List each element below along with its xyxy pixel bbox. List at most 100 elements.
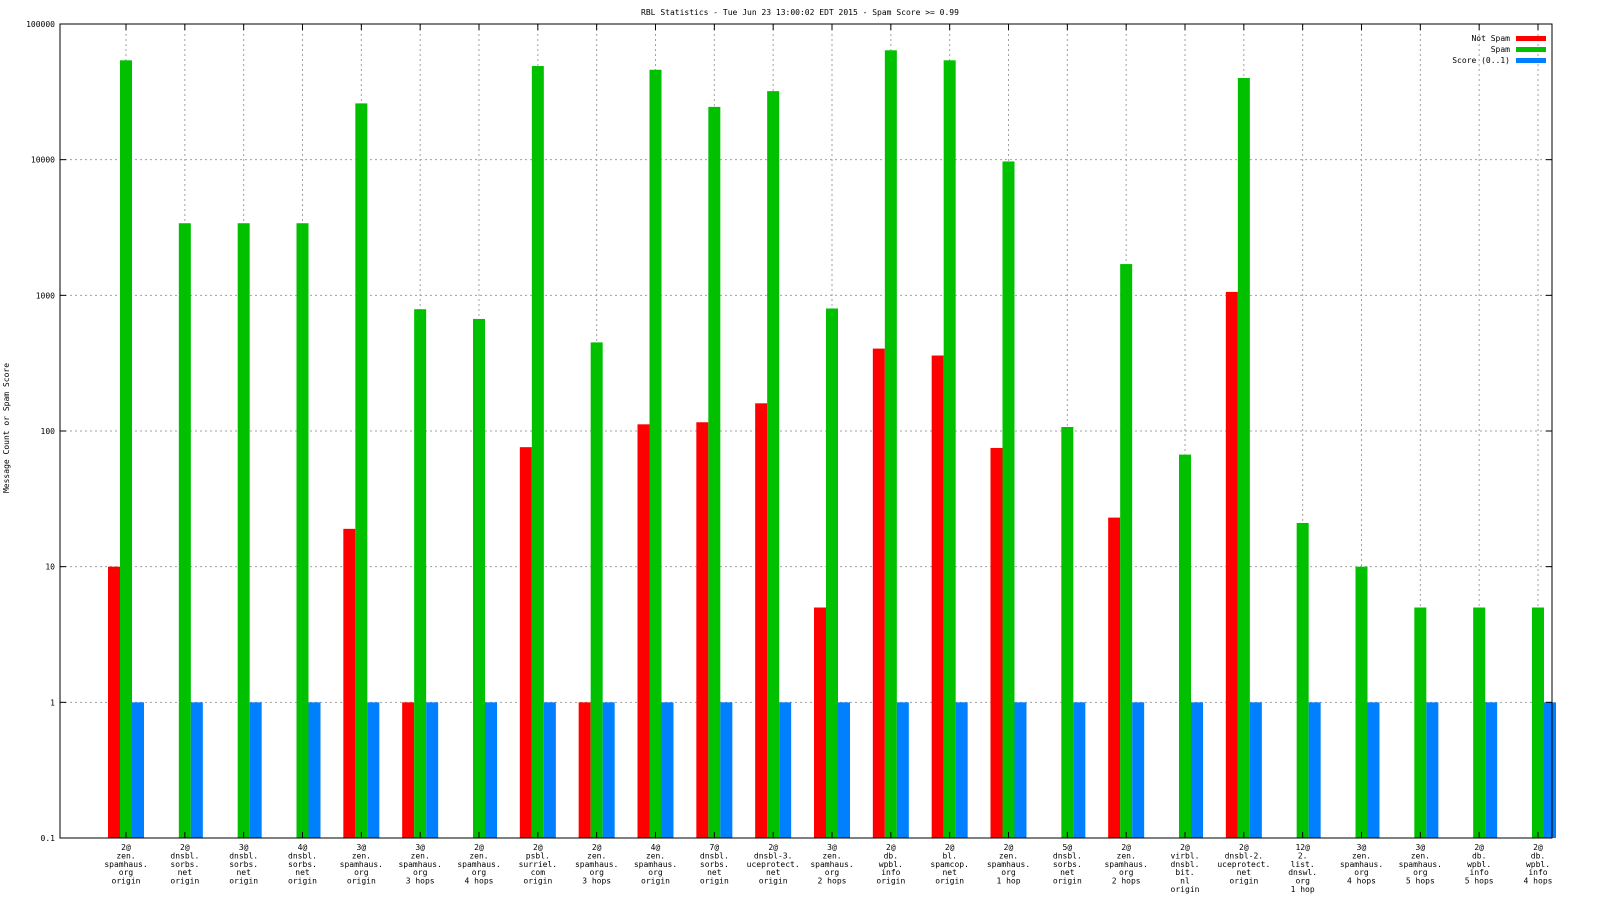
y-tick-label: 100000 <box>26 20 55 29</box>
bar-score-0-1 <box>1485 702 1498 838</box>
bar-spam <box>355 103 368 839</box>
bar-score-0-1 <box>1544 702 1556 838</box>
bar-not-spam <box>931 355 944 838</box>
legend-swatch <box>1516 36 1546 41</box>
bar-score-0-1 <box>1367 702 1380 838</box>
bar-spam <box>943 60 956 839</box>
bar-spam <box>1061 427 1074 838</box>
bar-score-0-1 <box>367 702 380 838</box>
x-tick-label: 2@ db. wpbl. info 5 hops <box>1465 843 1494 886</box>
x-tick-label: 2@ virbl. dnsbl. bit. nl origin <box>1171 843 1200 894</box>
bar-spam <box>708 106 721 838</box>
bar-score-0-1 <box>485 702 497 838</box>
legend: Not Spam Spam Score (0..1) <box>1452 34 1546 65</box>
bar-not-spam <box>637 424 650 838</box>
bar-not-spam <box>872 348 885 838</box>
y-axis-label: Message Count or Spam Score <box>2 363 11 493</box>
bar-spam <box>1296 522 1309 838</box>
chart-title: RBL Statistics - Tue Jun 23 13:00:02 EDT… <box>641 8 959 17</box>
x-tick-label: 12@ 2. list. dnswl. org 1 hop <box>1288 843 1317 894</box>
x-tick-label: 2@ zen. spamhaus. org origin <box>104 843 147 886</box>
x-tick-label: 2@ dnsbl-2. uceprotect. net origin <box>1217 843 1270 886</box>
bar-score-0-1 <box>1249 702 1262 838</box>
bar-spam <box>531 66 544 838</box>
bar-spam <box>649 69 662 839</box>
bar-score-0-1 <box>779 702 792 838</box>
x-tick-label: 2@ psbl. surriel. com origin <box>519 843 558 886</box>
x-tick-label: 2@ bl. spamcop. net origin <box>930 843 969 886</box>
bar-score-0-1 <box>249 702 262 838</box>
bar-spam <box>767 91 780 839</box>
bar-not-spam <box>519 447 532 838</box>
x-tick-label: 3@ dnsbl. sorbs. net origin <box>229 843 258 886</box>
x-tick-label: 3@ zen. spamhaus. org origin <box>340 843 383 886</box>
x-tick-label: 7@ dnsbl. sorbs. net origin <box>700 843 729 886</box>
bar-score-0-1 <box>1191 702 1203 838</box>
bar-score-0-1 <box>602 702 615 838</box>
x-tick-label: 4@ dnsbl. sorbs. net origin <box>288 843 317 886</box>
bar-spam <box>884 50 897 838</box>
legend-label: Score (0..1) <box>1452 56 1510 65</box>
y-tick-label: 1000 <box>36 291 55 300</box>
bar-spam <box>1237 77 1250 839</box>
x-tick-label: 2@ zen. spamhaus. org 1 hop <box>987 843 1030 886</box>
y-tick-label: 1 <box>50 698 55 707</box>
x-tick-label: 2@ db. wpbl. info origin <box>876 843 905 886</box>
bar-not-spam <box>108 566 120 838</box>
x-tick-label: 3@ zen. spamhaus. org 4 hops <box>1340 843 1383 886</box>
gridlines <box>60 24 1552 838</box>
bar-not-spam <box>1225 291 1238 839</box>
bar-spam <box>1120 264 1133 838</box>
bar-spam <box>826 308 838 838</box>
bar-score-0-1 <box>1132 702 1145 838</box>
bar-score-0-1 <box>1426 702 1439 838</box>
y-tick-label: 0.1 <box>41 834 56 843</box>
bar-score-0-1 <box>1073 702 1086 838</box>
bars <box>108 50 1556 839</box>
bar-spam <box>1002 161 1015 838</box>
x-tick-label: 4@ zen. spamhaus. org origin <box>634 843 677 886</box>
legend-label: Not Spam <box>1471 34 1510 43</box>
bar-spam <box>237 223 250 838</box>
bar-score-0-1 <box>543 702 556 838</box>
bar-not-spam <box>578 702 591 838</box>
x-tick-label: 2@ db. wpbl. info 4 hops <box>1524 843 1553 886</box>
x-tick-label: 2@ dnsbl-3. uceprotect. net origin <box>747 843 800 886</box>
bar-score-0-1 <box>1308 702 1321 838</box>
bar-score-0-1 <box>190 702 203 838</box>
x-tick-label: 5@ dnsbl. sorbs. net origin <box>1053 843 1082 886</box>
bar-spam <box>590 342 603 838</box>
legend-swatch <box>1516 47 1546 52</box>
y-tick-labels: 0.1 1 10 100 1000 10000 100000 <box>26 20 1552 843</box>
bar-spam <box>414 309 427 838</box>
bar-not-spam <box>755 403 768 838</box>
bar-score-0-1 <box>838 702 850 838</box>
bar-not-spam <box>990 447 1003 838</box>
bar-score-0-1 <box>955 702 968 838</box>
bar-score-0-1 <box>896 702 909 838</box>
bar-score-0-1 <box>1014 702 1027 838</box>
bar-not-spam <box>814 607 826 838</box>
x-tick-label: 3@ zen. spamhaus. org 2 hops <box>810 843 853 886</box>
bar-not-spam <box>696 422 709 838</box>
bar-spam <box>1473 607 1486 838</box>
x-tick-label: 2@ zen. spamhaus. org 3 hops <box>575 843 618 886</box>
bar-not-spam <box>1108 517 1121 838</box>
bar-score-0-1 <box>661 702 674 838</box>
x-tick-label: 3@ zen. spamhaus. org 3 hops <box>398 843 441 886</box>
legend-label: Spam <box>1491 45 1510 54</box>
x-tick-labels: 2@ zen. spamhaus. org origin 2@ dnsbl. sorbs. ne… <box>104 24 1553 894</box>
bar-spam <box>120 60 132 839</box>
bar-spam <box>296 223 309 838</box>
y-tick-label: 100 <box>41 427 56 436</box>
bar-spam <box>473 318 485 838</box>
y-tick-label: 10 <box>45 563 55 572</box>
legend-swatch <box>1516 58 1546 63</box>
bar-score-0-1 <box>132 702 144 838</box>
bar-spam <box>178 223 191 838</box>
bar-score-0-1 <box>426 702 439 838</box>
bar-spam <box>1414 607 1427 838</box>
bar-not-spam <box>343 528 356 838</box>
bar-spam <box>1355 566 1368 838</box>
